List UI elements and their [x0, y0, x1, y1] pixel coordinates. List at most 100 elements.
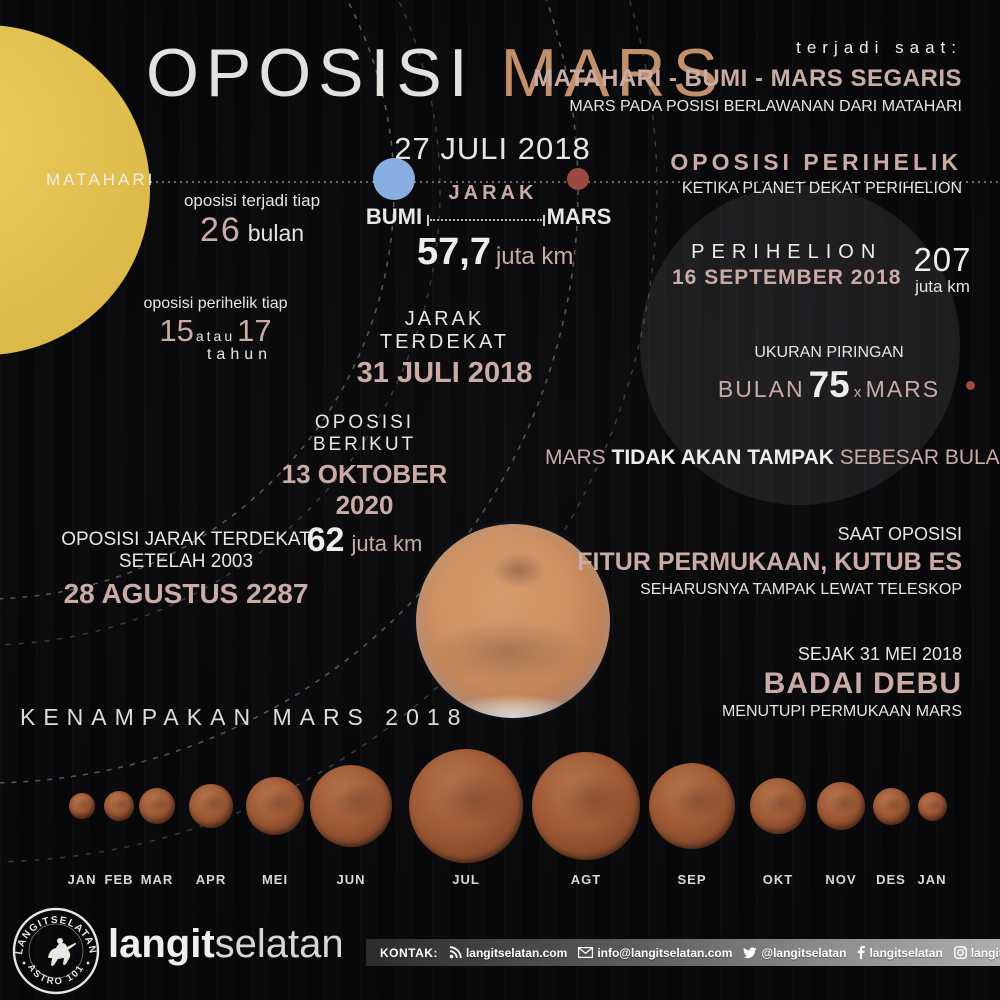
mars-size-dot — [966, 381, 975, 390]
perihelic-subheading: KETIKA PLANET DEKAT PERIHELION — [681, 180, 962, 197]
month-label-mei: MEI — [261, 872, 289, 887]
distance-label: JARAK — [448, 182, 538, 204]
fact2-unit: tahun — [206, 346, 273, 363]
contact-label: KONTAK: — [380, 945, 438, 960]
perihelion-circle — [640, 185, 960, 505]
mars-word: MARS — [865, 376, 941, 402]
contact-twitter[interactable]: @langitselatan — [743, 946, 846, 960]
next-opposition-unit: juta km — [351, 531, 423, 556]
perihelic-heading-block: OPOSISI PERIHELIK KETIKA PLANET DEKAT PE… — [670, 149, 962, 198]
month-label-feb: FEB — [104, 872, 134, 887]
email-icon — [578, 947, 594, 958]
fact1-unit: bulan — [247, 220, 305, 246]
fact1-value: 26 — [199, 211, 242, 249]
disc-size-block: UKURAN PIRINGAN BULAN 75 x MARS — [690, 344, 968, 406]
contact-bar: KONTAK: langitselatan.com info@langitsel… — [366, 939, 1000, 966]
month-label-jan: JAN — [67, 872, 97, 887]
month-label-des: DES — [876, 872, 906, 887]
dust-line2: BADAI DEBU — [763, 667, 962, 700]
perihelion-info: PERIHELION 16 SEPTEMBER 2018 207 juta km — [672, 241, 972, 297]
perihelic-frequency-block: oposisi perihelik tiap 15 atau17 tahun — [128, 295, 303, 364]
closest-approach-block: JARAK TERDEKAT 31 JULI 2018 — [352, 308, 537, 390]
instagram-icon — [953, 946, 967, 959]
occurs-when-line3: MARS PADA POSISI BERLAWANAN DARI MATAHAR… — [569, 98, 962, 115]
distance-value-block: 57,7 juta km — [417, 231, 637, 274]
page-title: OPOSISI MARS — [146, 34, 725, 112]
mars-disk-apr — [189, 784, 233, 828]
next-opposition-block: OPOSISI BERIKUT 13 OKTOBER 2020 62 juta k… — [262, 412, 467, 560]
langitselatan-logo: LANGITSELATAN ASTRO 101 — [12, 907, 100, 995]
title-accent: MARS — [500, 35, 726, 111]
occurs-when-block: terjadi saat: MATAHARI - BUMI - MARS SEG… — [533, 38, 962, 116]
size-note: MARS TIDAK AKAN TAMPAK SEBESAR BULAN — [545, 446, 1000, 470]
fact2-value1: 15 — [159, 313, 194, 348]
contact-website[interactable]: langitselatan.com — [449, 946, 567, 960]
record-date: 28 AGUSTUS 2287 — [63, 578, 309, 609]
mars-disk-feb — [104, 791, 134, 821]
twitter-icon — [743, 946, 757, 958]
contact-instagram[interactable]: langitselatanmedia — [953, 946, 1000, 960]
contact-email[interactable]: info@langitselatan.com — [578, 946, 732, 960]
dust-line3: MENUTUPI PERMUKAAN MARS — [721, 703, 962, 720]
next-opposition-date: 13 OKTOBER 2020 — [281, 459, 448, 520]
brand-bold: langit — [108, 922, 215, 966]
perihelion-date: 16 SEPTEMBER 2018 — [672, 266, 902, 289]
perihelic-heading: OPOSISI PERIHELIK — [670, 149, 962, 175]
perihelion-label: PERIHELION — [691, 241, 883, 263]
record-opposition-block: OPOSISI JARAK TERDEKAT SETELAH 2003 28 A… — [36, 529, 336, 610]
record-label: OPOSISI JARAK TERDEKAT SETELAH 2003 — [61, 529, 311, 572]
observation-line2: FITUR PERMUKAAN, KUTUB ES — [577, 548, 962, 576]
mars-disk-agt — [532, 752, 640, 860]
mars-disk-mar — [139, 788, 175, 824]
brand-wordmark: langitselatan — [108, 922, 344, 967]
month-label-jul: JUL — [452, 872, 480, 887]
mars-label: MARS — [546, 204, 612, 229]
appearance-heading: KENAMPAKAN MARS 2018 — [20, 704, 469, 730]
times-sign: x — [853, 384, 862, 401]
fact1-label: oposisi terjadi tiap — [183, 191, 321, 210]
earth-label: BUMI — [365, 204, 423, 229]
month-label-jan: JAN — [917, 872, 947, 887]
next-opposition-label: OPOSISI BERIKUT — [312, 412, 417, 455]
month-label-nov: NOV — [825, 872, 857, 887]
distance-measure-line — [427, 213, 545, 227]
sun-label: MATAHARI — [46, 170, 156, 189]
month-label-mar: MAR — [140, 872, 174, 887]
month-label-agt: AGT — [570, 872, 602, 887]
ratio-value: 75 — [808, 364, 850, 405]
closest-label: JARAK TERDEKAT — [379, 308, 510, 353]
mars-disk-nov — [817, 782, 865, 830]
observation-line1: SAAT OPOSISI — [837, 524, 962, 544]
observation-line3: SEHARUSNYA TAMPAK LEWAT TELESKOP — [640, 581, 962, 598]
note-bold: TIDAK AKAN TAMPAK — [611, 446, 834, 469]
dust-storm-block: SEJAK 31 MEI 2018 BADAI DEBU MENUTUPI PE… — [722, 644, 962, 721]
month-label-okt: OKT — [762, 872, 794, 887]
moon-label: BULAN — [717, 376, 805, 402]
fact2-mid: atau — [195, 328, 236, 344]
occurs-when-line2: MATAHARI - BUMI - MARS SEGARIS — [533, 65, 962, 92]
fact2-value2: 17 — [237, 313, 272, 348]
month-label-sep: SEP — [677, 872, 707, 887]
rss-icon — [449, 946, 462, 959]
observation-block: SAAT OPOSISI FITUR PERMUKAAN, KUTUB ES S… — [577, 524, 962, 599]
brand-light: selatan — [214, 922, 344, 966]
closest-date: 31 JULI 2018 — [356, 357, 533, 389]
dust-line1: SEJAK 31 MEI 2018 — [797, 644, 962, 664]
occurs-when-line1: terjadi saat: — [796, 38, 962, 57]
title-white: OPOSISI — [146, 35, 475, 111]
earth-dot — [373, 158, 415, 200]
mars-dot — [567, 168, 589, 190]
month-label-apr: APR — [195, 872, 227, 887]
mars-disk-des — [872, 787, 910, 825]
svg-text:ASTRO 101: ASTRO 101 — [25, 962, 87, 987]
opposition-frequency-block: oposisi terjadi tiap 26 bulan — [168, 191, 336, 250]
mars-disk-jul — [409, 749, 523, 863]
perihelion-value: 207 — [913, 241, 972, 278]
mars-disk-okt — [750, 778, 806, 834]
fact2-label: oposisi perihelik tiap — [143, 295, 288, 312]
facebook-icon — [858, 946, 866, 959]
contact-facebook[interactable]: langitselatan — [857, 946, 943, 960]
note-post: SEBESAR BULAN — [833, 446, 1000, 469]
opposition-date: 27 JULI 2018 — [394, 131, 591, 166]
